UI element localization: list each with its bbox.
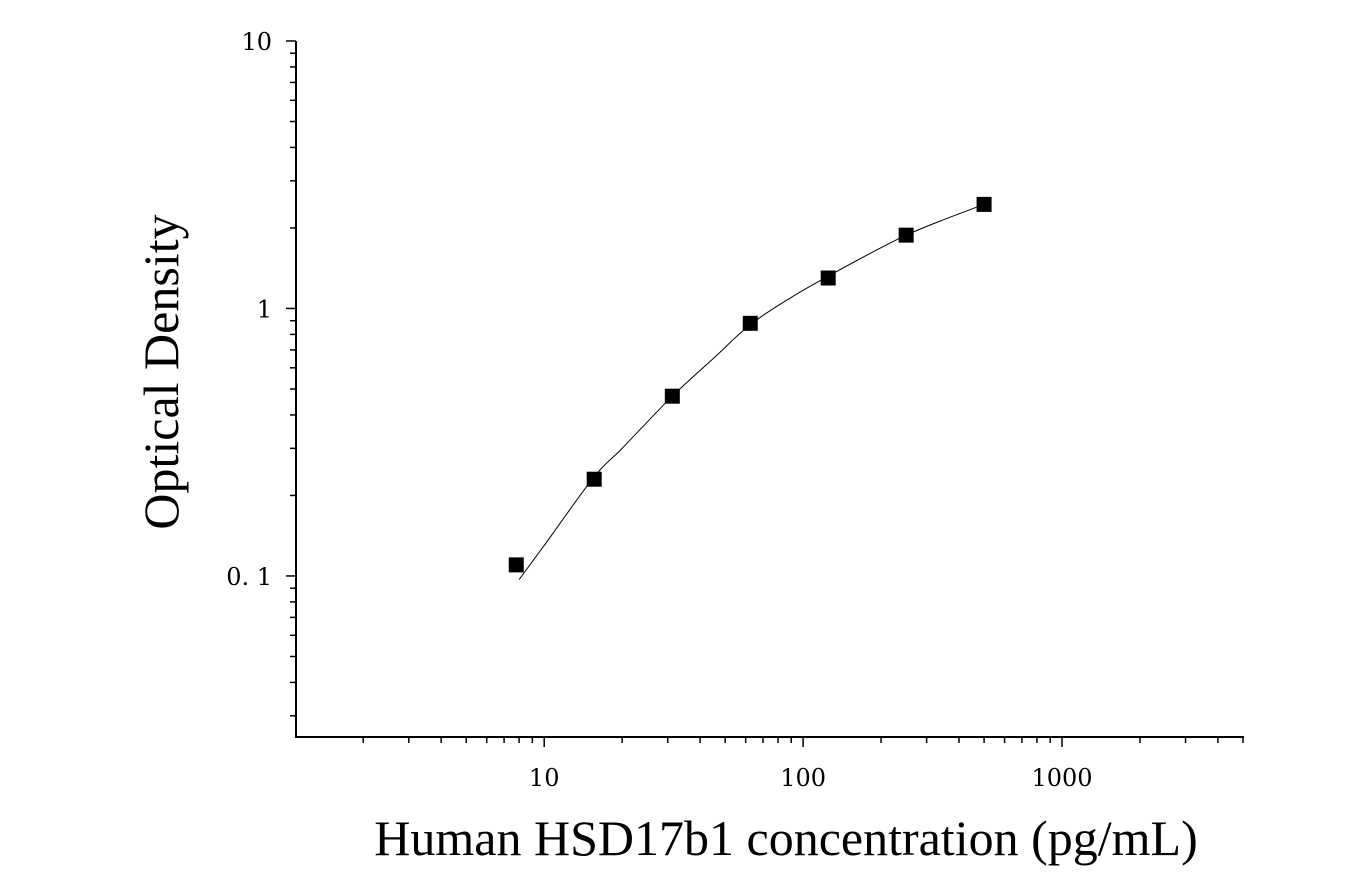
y-tick-label: 0. 1 [226,563,272,591]
x-tick-label: 10 [529,764,560,792]
data-points [508,196,992,573]
data-point [976,196,992,212]
x-axis-title: Human HSD17b1 concentration (pg/mL) [374,810,1197,866]
data-point [742,315,758,331]
x-tick-labels: 10 100 1000 [529,764,1093,792]
y-tick-label: 1 [257,295,272,323]
data-point [586,471,602,487]
data-point [898,227,914,243]
axes [295,41,1244,738]
y-ticks [286,40,296,717]
fit-curve [518,203,985,580]
y-tick-labels: 0. 1 1 10 [226,28,272,591]
data-point [508,557,524,573]
y-axis-title: Optical Density [133,214,189,529]
x-tick-label: 1000 [1031,764,1092,792]
x-ticks [362,737,1244,747]
data-point [820,270,836,286]
data-point [664,388,680,404]
y-tick-label: 10 [241,28,272,56]
x-tick-label: 100 [780,764,826,792]
